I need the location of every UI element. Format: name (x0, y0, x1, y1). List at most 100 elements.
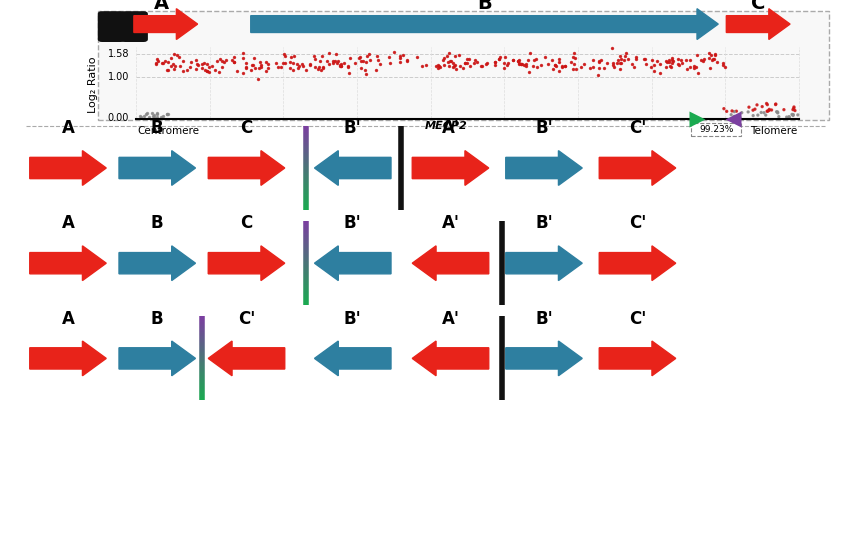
Point (245, 60, 258, 69)
Text: C: C (241, 119, 252, 137)
Text: A: A (61, 119, 75, 137)
Point (166, 59, 179, 68)
Point (447, 62, 461, 71)
Point (202, 63, 216, 72)
Point (654, 60, 667, 69)
FancyArrow shape (30, 341, 106, 376)
Point (530, 62, 543, 71)
Text: A: A (61, 214, 75, 232)
Point (356, 57, 370, 66)
Point (691, 69, 705, 78)
Point (720, 107, 734, 116)
Point (613, 58, 626, 67)
Point (462, 54, 476, 63)
Point (195, 64, 208, 73)
Point (284, 64, 298, 73)
Point (190, 60, 204, 69)
Point (756, 102, 769, 111)
Point (146, 111, 160, 120)
Text: 99.23%: 99.23% (699, 125, 734, 134)
Point (637, 55, 650, 64)
FancyArrow shape (599, 151, 676, 185)
Point (354, 53, 367, 62)
Point (200, 67, 213, 76)
Point (717, 104, 731, 113)
Point (702, 54, 716, 63)
Text: B: B (151, 310, 163, 328)
Point (419, 60, 433, 69)
Point (322, 60, 336, 69)
Point (277, 50, 291, 59)
Point (786, 111, 800, 120)
Point (173, 52, 186, 61)
Point (358, 66, 371, 74)
Point (535, 60, 548, 69)
Point (463, 61, 477, 70)
Point (137, 112, 150, 121)
Point (434, 63, 447, 72)
Point (522, 67, 536, 76)
Point (518, 61, 531, 70)
Point (761, 100, 774, 109)
Point (254, 60, 268, 69)
Point (728, 107, 741, 116)
Point (184, 58, 197, 67)
Text: B': B' (536, 310, 552, 328)
Point (244, 66, 258, 74)
Point (247, 54, 261, 63)
Point (437, 53, 451, 62)
Point (287, 52, 301, 61)
Point (139, 109, 153, 118)
Point (442, 49, 456, 58)
Point (173, 62, 187, 71)
Point (160, 109, 173, 118)
Point (523, 49, 536, 58)
Text: B: B (151, 214, 163, 232)
Text: A': A' (441, 310, 460, 328)
Text: C': C' (629, 310, 646, 328)
Point (592, 63, 605, 72)
Point (777, 105, 790, 114)
Point (151, 56, 165, 65)
Point (694, 55, 708, 64)
Point (665, 55, 678, 64)
Point (276, 58, 290, 67)
Point (201, 67, 214, 76)
Point (785, 110, 799, 119)
Point (690, 50, 704, 59)
Point (647, 61, 660, 70)
FancyArrow shape (412, 246, 489, 281)
Point (492, 55, 506, 64)
Point (142, 113, 156, 122)
Point (134, 113, 148, 122)
Point (566, 53, 580, 62)
Point (666, 57, 680, 66)
Point (246, 60, 260, 69)
Point (149, 59, 162, 68)
Point (729, 107, 743, 116)
Point (354, 56, 367, 65)
Point (291, 59, 304, 68)
Point (315, 52, 329, 60)
Point (148, 110, 162, 119)
Point (213, 55, 227, 64)
Point (769, 100, 783, 109)
Point (400, 57, 414, 66)
Text: 1.58: 1.58 (108, 49, 129, 59)
Point (133, 111, 147, 120)
Point (322, 48, 336, 57)
Point (307, 52, 320, 61)
Point (333, 61, 347, 70)
Point (296, 62, 309, 71)
Point (236, 48, 250, 57)
Text: A': A' (441, 119, 460, 137)
Point (659, 57, 672, 66)
Point (703, 49, 717, 58)
Point (618, 55, 632, 64)
Point (724, 110, 738, 119)
Point (240, 63, 253, 72)
Point (262, 63, 275, 72)
Text: C: C (751, 0, 765, 13)
Point (309, 54, 322, 63)
Point (675, 59, 688, 68)
